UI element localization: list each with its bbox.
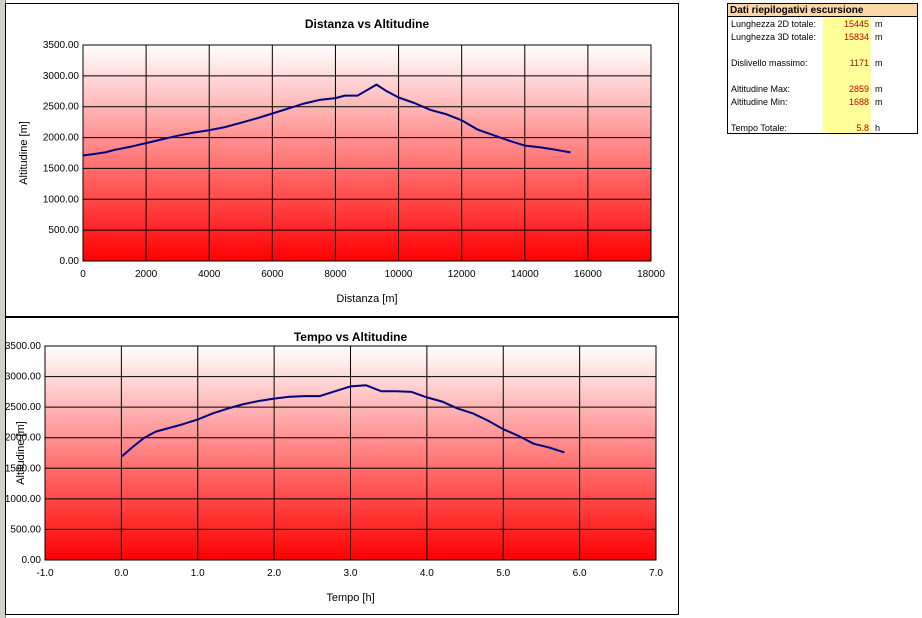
y-tick-label: 3000.00 [43, 71, 80, 82]
summary-value: 1171 [849, 58, 869, 68]
summary-value: 2859 [848, 84, 869, 94]
summary-table: Dati riepilogativi escursione Lunghezza … [727, 3, 918, 134]
summary-label: Altitudine Max: [731, 84, 791, 94]
y-tick-label: 0.00 [22, 555, 42, 566]
summary-unit: m [875, 19, 883, 29]
summary-label: Altitudine Min: [731, 97, 788, 107]
summary-title: Dati riepilogativi escursione [728, 4, 917, 17]
summary-unit: h [875, 123, 881, 133]
summary-values-column [823, 17, 871, 133]
x-tick-label: 6.0 [573, 568, 587, 579]
x-tick-label: 14000 [511, 269, 539, 280]
y-tick-label: 1000.00 [6, 494, 41, 505]
summary-unit: m [875, 84, 883, 94]
y-tick-label: 3000.00 [6, 372, 41, 383]
summary-label: Lunghezza 3D totale: [731, 32, 817, 42]
summary-unit: m [875, 32, 883, 42]
altitude-profile-line [120, 384, 565, 458]
summary-row-elevation-gain: Dislivello massimo: 1171 m [728, 57, 917, 69]
altitude-profile-line [82, 83, 571, 157]
y-tick-label: 2000.00 [6, 433, 41, 444]
x-tick-label: 0.0 [114, 568, 128, 579]
chart-distance-altitude-svg: 0.00 500.00 1000.00 1500.00 2000.00 2500.00 30… [18, 17, 665, 305]
summary-unit: m [875, 97, 883, 107]
y-tick-label: 2500.00 [6, 402, 41, 413]
y-tick-label: 1000.00 [43, 194, 80, 205]
summary-value: 15834 [843, 32, 869, 42]
summary-unit: m [875, 58, 883, 68]
summary-row-length-3d: Lunghezza 3D totale: 15834 m [728, 31, 917, 43]
summary-row-altitude-min: Altitudine Min: 1688 m [728, 96, 917, 108]
x-tick-label: 7.0 [649, 568, 663, 579]
x-axis-label: Tempo [h] [326, 592, 374, 604]
summary-row-total-time: Tempo Totale: 5.8 h [728, 122, 917, 134]
y-tick-label: 2000.00 [43, 133, 80, 144]
chart-distance-altitude[interactable]: 0.00 500.00 1000.00 1500.00 2000.00 2500.00 30… [5, 3, 679, 317]
chart-title: Tempo vs Altitudine [294, 330, 408, 344]
x-tick-label: 0 [80, 269, 86, 280]
chart-time-altitude-svg: 0.00 500.00 1000.00 1500.00 2000.00 2500.00 30… [6, 330, 663, 604]
y-tick-label: 1500.00 [6, 463, 41, 474]
x-tick-label: 18000 [637, 269, 665, 280]
chart-title: Distanza vs Altitudine [305, 17, 430, 31]
plot-border [82, 44, 652, 262]
x-tick-label: 8000 [324, 269, 347, 280]
y-tick-label: 500.00 [10, 524, 41, 535]
x-tick-label: 2.0 [267, 568, 281, 579]
summary-label: Tempo Totale: [731, 123, 787, 133]
x-tick-label: 6000 [261, 269, 284, 280]
y-axis-label: Altitudine [m] [15, 421, 27, 485]
y-tick-label: 0.00 [60, 256, 80, 267]
x-tick-label: 4.0 [420, 568, 434, 579]
y-axis-label: Altitudine [m] [18, 121, 30, 185]
y-tick-label: 3500.00 [6, 341, 41, 352]
y-tick-label: 3500.00 [43, 40, 80, 51]
x-tick-label: 2000 [135, 269, 158, 280]
y-tick-label: 1500.00 [43, 163, 80, 174]
x-axis-label: Distanza [m] [336, 293, 397, 305]
x-tick-label: 1.0 [191, 568, 205, 579]
summary-label: Dislivello massimo: [731, 58, 808, 68]
summary-label: Lunghezza 2D totale: [731, 19, 817, 29]
plot-border [44, 345, 657, 561]
x-tick-label: -1.0 [36, 568, 54, 579]
chart-time-altitude[interactable]: 0.00 500.00 1000.00 1500.00 2000.00 2500.00 30… [5, 317, 679, 615]
x-tick-label: 12000 [448, 269, 476, 280]
x-tick-label: 10000 [385, 269, 413, 280]
x-tick-label: 5.0 [496, 568, 510, 579]
summary-row-length-2d: Lunghezza 2D totale: 15445 m [728, 18, 917, 30]
x-tick-label: 4000 [198, 269, 221, 280]
summary-value: 5.8 [856, 123, 869, 133]
summary-value: 15445 [843, 19, 869, 29]
plot-area [83, 45, 651, 261]
y-tick-label: 500.00 [48, 225, 79, 236]
x-tick-label: 3.0 [344, 568, 358, 579]
y-tick-label: 2500.00 [43, 102, 80, 113]
x-tick-label: 16000 [574, 269, 602, 280]
summary-value: 1688 [848, 97, 869, 107]
summary-row-altitude-max: Altitudine Max: 2859 m [728, 83, 917, 95]
